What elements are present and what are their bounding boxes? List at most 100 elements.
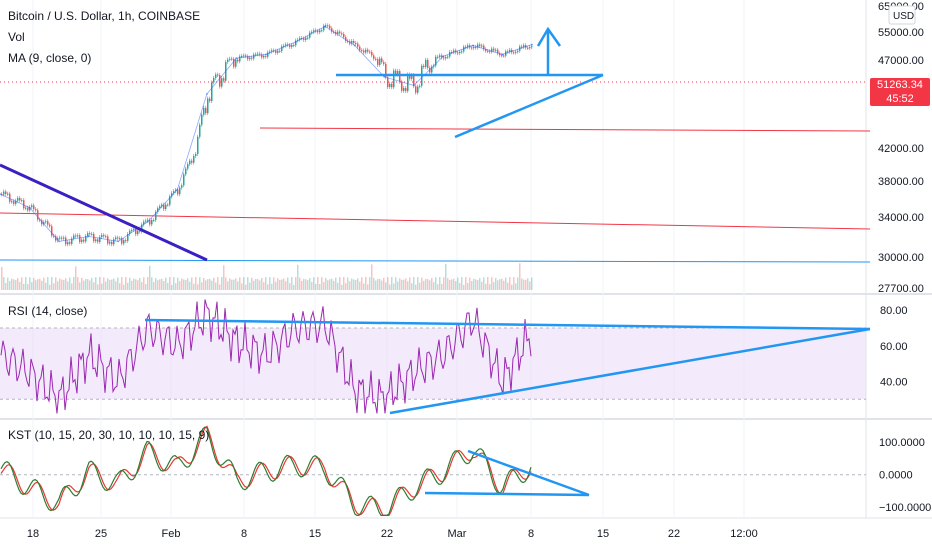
candle-body: [139, 230, 141, 232]
volume-bar: [295, 277, 297, 290]
candle-body: [29, 207, 31, 211]
volume-bar: [279, 279, 281, 290]
volume-bar: [11, 278, 13, 290]
candle-body: [101, 235, 103, 238]
candle-body: [497, 49, 499, 54]
candle-body: [397, 71, 399, 75]
candle-body: [121, 238, 123, 244]
volume-bar: [5, 282, 7, 290]
price-point: [87, 235, 90, 238]
volume-bar: [475, 279, 477, 290]
candle-body: [313, 30, 315, 32]
candle-body: [9, 193, 11, 202]
candle-body: [485, 49, 487, 51]
candle-body: [235, 59, 237, 67]
candle-body: [483, 45, 485, 50]
candle-body: [423, 65, 425, 67]
last-price-value: 51263.34: [877, 79, 923, 91]
volume-bar: [513, 277, 515, 290]
candle-body: [219, 75, 221, 87]
volume-bar: [213, 277, 215, 290]
candle-body: [187, 164, 189, 169]
volume-bar: [53, 283, 55, 290]
volume-bar: [245, 284, 247, 290]
candle-body: [75, 235, 77, 237]
time-tick-label: 12:00: [730, 528, 758, 540]
volume-bar: [445, 263, 447, 290]
price-point: [58, 240, 61, 243]
downtrend-line: [0, 163, 208, 262]
price-point: [442, 55, 445, 58]
volume-bar: [287, 277, 289, 290]
volume-bar: [111, 279, 113, 290]
candle-body: [207, 98, 209, 114]
volume-bar: [123, 284, 125, 290]
volume-bar: [511, 284, 513, 290]
rsi-support-line: [389, 327, 871, 415]
volume-bar: [83, 280, 85, 290]
candle-body: [239, 56, 241, 62]
candle-body: [145, 220, 147, 222]
volume-bar: [77, 277, 79, 290]
volume-bar: [57, 281, 59, 290]
volume-bar: [355, 279, 357, 290]
candle-body: [489, 51, 491, 53]
volume-bar: [163, 280, 165, 290]
price-tick-label: 27700.00: [878, 283, 924, 295]
volume-bar: [165, 277, 167, 290]
volume-bar: [517, 277, 519, 290]
volume-bar: [227, 281, 229, 290]
volume-bar: [367, 284, 369, 290]
candle-body: [157, 208, 159, 212]
candle-body: [3, 191, 5, 195]
volume-bar: [183, 279, 185, 290]
volume-bar: [309, 278, 311, 290]
volume-bar: [523, 279, 525, 290]
volume-bar: [307, 280, 309, 290]
candle-body: [373, 55, 375, 59]
candle-body: [271, 50, 273, 52]
volume-bar: [143, 277, 145, 290]
volume-bar: [407, 281, 409, 290]
candle-body: [83, 239, 85, 242]
candle-body: [263, 55, 265, 58]
price-point: [471, 44, 474, 47]
volume-bar: [415, 284, 417, 290]
rsi-legend: RSI (14, close): [8, 304, 87, 318]
volume-bar: [503, 280, 505, 290]
candle-body: [209, 98, 211, 102]
volume-bar: [177, 277, 179, 290]
volume-bar: [435, 277, 437, 290]
volume-bar: [361, 277, 363, 290]
kst-tick-label: 0.0000: [879, 470, 913, 482]
volume-bar: [193, 283, 195, 290]
candle-body: [181, 185, 183, 188]
candle-body: [217, 74, 219, 76]
kst-legend: KST (10, 15, 20, 30, 10, 10, 10, 15, 9): [8, 428, 209, 442]
volume-bar: [197, 284, 199, 290]
volume-bar: [91, 277, 93, 290]
rsi-tick-label: 80.00: [880, 305, 908, 317]
volume-bar: [479, 278, 481, 290]
volume-bar: [243, 277, 245, 290]
candle-body: [309, 32, 311, 38]
candle-body: [243, 55, 245, 57]
volume-bar: [319, 284, 321, 290]
volume-bar: [31, 282, 33, 290]
volume-bar: [49, 284, 51, 290]
candle-body: [507, 51, 509, 53]
last-price-countdown: 45:52: [886, 93, 914, 105]
candle-body: [493, 48, 495, 51]
volume-bar: [171, 284, 173, 290]
volume-bar: [439, 277, 441, 290]
candle-body: [141, 224, 143, 232]
candle-body: [179, 187, 181, 195]
time-tick-label: 8: [528, 528, 534, 540]
candle-body: [241, 55, 243, 57]
candle-body: [357, 43, 359, 47]
candle-body: [67, 242, 69, 245]
volume-bar: [167, 282, 169, 290]
candle-body: [441, 55, 443, 58]
